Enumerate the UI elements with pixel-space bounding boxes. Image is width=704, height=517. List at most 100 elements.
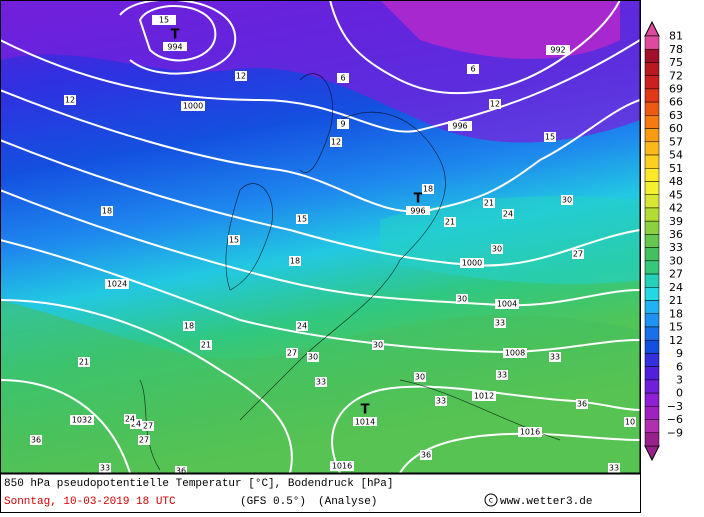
temperature-label: 18 xyxy=(423,185,433,194)
colorbar-swatch xyxy=(644,379,660,394)
colorbar-swatch xyxy=(644,128,660,143)
colorbar-label: 30 xyxy=(669,254,683,267)
isobar-label: 1012 xyxy=(474,392,494,401)
label-bg xyxy=(235,71,247,81)
colorbar-label: 69 xyxy=(669,83,683,96)
colorbar-swatch xyxy=(644,48,660,63)
colorbar-label: 3 xyxy=(676,373,683,386)
label-bg xyxy=(406,206,430,215)
colorbar-swatch xyxy=(644,273,660,288)
footer-source: www.wetter3.de xyxy=(500,496,592,508)
temperature-label: 33 xyxy=(436,397,446,406)
temperature-label: 30 xyxy=(373,341,383,350)
label-bg xyxy=(64,95,76,105)
label-bg xyxy=(495,299,519,309)
colorbar-label: 63 xyxy=(669,109,683,122)
temperature-label: 27 xyxy=(573,250,583,259)
colorbar-label: 9 xyxy=(676,347,683,360)
low-value: 994 xyxy=(167,43,182,52)
label-bg xyxy=(181,101,205,111)
label-bg xyxy=(561,195,573,205)
label-bg xyxy=(296,321,308,331)
colorbar-swatch xyxy=(644,141,660,156)
colorbar-swatch xyxy=(644,247,660,262)
label-bg xyxy=(330,461,354,471)
label-bg xyxy=(546,45,570,55)
colorbar-swatch xyxy=(644,339,660,354)
footer-model: (GFS 0.5°) xyxy=(240,496,306,508)
label-bg xyxy=(496,370,508,380)
colorbar-swatch xyxy=(644,35,660,50)
temperature-label: 33 xyxy=(100,464,110,473)
colorbar-label: 27 xyxy=(669,268,683,281)
label-bg xyxy=(337,73,349,83)
label-bg xyxy=(152,15,176,25)
label-bg xyxy=(624,417,636,427)
label-bg xyxy=(422,184,434,194)
temperature-label: 27 xyxy=(139,436,149,445)
colorbar-label: 78 xyxy=(669,43,683,56)
temperature-label: 9 xyxy=(340,120,345,129)
label-bg xyxy=(472,391,496,401)
temperature-label: 10 xyxy=(625,418,635,427)
temperature-label: 36 xyxy=(31,436,41,445)
colorbar-swatch xyxy=(644,194,660,209)
isobar-label: 1024 xyxy=(107,280,127,289)
label-bg xyxy=(330,137,342,147)
temperature-label: 30 xyxy=(308,353,318,362)
colorbar-label: 51 xyxy=(669,162,683,175)
temperature-label: 21 xyxy=(201,341,211,350)
colorbar-swatch xyxy=(644,300,660,314)
colorbar-swatch xyxy=(644,260,660,275)
footer-date: Sonntag, 10-03-2019 18 UTC xyxy=(4,496,176,508)
colorbar-cap xyxy=(644,445,660,462)
colorbar-swatch xyxy=(644,115,660,129)
isobar-label: 1000 xyxy=(462,259,482,268)
temperature-label: 15 xyxy=(297,215,307,224)
temperature-label: 12 xyxy=(331,138,341,147)
label-bg xyxy=(467,64,479,74)
label-bg xyxy=(296,214,308,224)
isobar-label: 1000 xyxy=(183,102,203,111)
label-bg xyxy=(608,463,620,473)
colorbar-label: 18 xyxy=(669,307,683,320)
label-bg xyxy=(142,421,154,431)
temperature-label: 15 xyxy=(229,236,239,245)
colorbar-label: 42 xyxy=(669,202,683,215)
temperature-label: 12 xyxy=(236,72,246,81)
label-bg xyxy=(460,258,484,268)
isobar-label: 1004 xyxy=(497,300,517,309)
colorbar-label: 81 xyxy=(669,30,683,43)
temperature-label: 30 xyxy=(457,295,467,304)
temperature-label: 33 xyxy=(609,464,619,473)
colorbar-swatch xyxy=(644,75,660,90)
colorbar-swatch xyxy=(644,326,660,341)
colorbar-swatch xyxy=(644,168,660,182)
temperature-label: 21 xyxy=(445,218,455,227)
isobar-label: 1032 xyxy=(72,416,92,425)
temperature-label: 30 xyxy=(492,245,502,254)
colorbar: 8178757269666360575451484542393633302724… xyxy=(644,20,683,462)
colorbar-swatch xyxy=(644,207,660,222)
colorbar-swatch xyxy=(644,419,660,434)
label-bg xyxy=(307,352,319,362)
colorbar-label: 24 xyxy=(669,281,683,294)
label-bg xyxy=(101,206,113,216)
copyright-icon xyxy=(484,493,498,507)
colorbar-swatch xyxy=(644,234,660,248)
temperature-label: 15 xyxy=(545,133,555,142)
colorbar-swatch xyxy=(644,392,660,407)
label-bg xyxy=(489,99,501,109)
colorbar-swatch xyxy=(644,220,660,235)
label-bg xyxy=(138,435,150,445)
colorbar-swatch xyxy=(644,366,660,381)
isobar-label: 996 xyxy=(452,122,467,131)
temperature-label: 12 xyxy=(65,96,75,105)
label-bg xyxy=(353,417,377,426)
colorbar-swatch xyxy=(644,406,660,420)
temperature-label: 27 xyxy=(143,422,153,431)
colorbar-swatch xyxy=(644,62,660,76)
copyright-c: c xyxy=(489,496,493,505)
colorbar-label: −3 xyxy=(667,400,683,413)
label-bg xyxy=(175,466,187,476)
